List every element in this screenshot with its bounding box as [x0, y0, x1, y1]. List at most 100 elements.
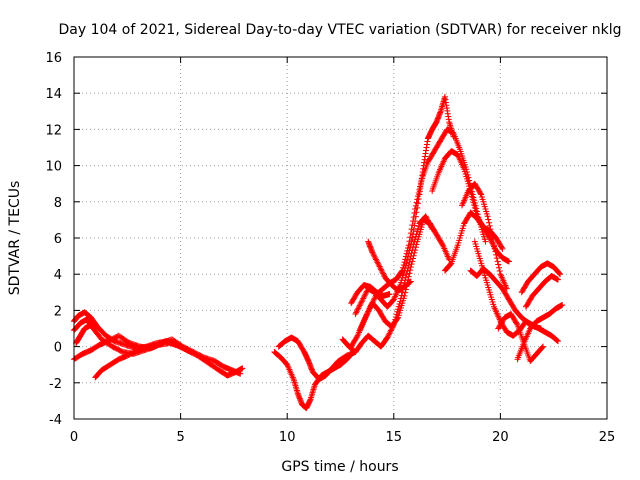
data-point [353, 308, 360, 315]
data-point [366, 305, 373, 312]
data-point [401, 292, 408, 299]
data-point [375, 260, 382, 267]
data-point [539, 344, 546, 351]
data-point [414, 200, 421, 207]
data-point [439, 241, 446, 248]
data-point [408, 261, 415, 268]
data-point [371, 253, 378, 260]
data-point [384, 334, 391, 341]
data-point [407, 263, 414, 270]
x-tick-label: 0 [70, 430, 78, 445]
data-point [493, 251, 500, 258]
data-point [554, 338, 561, 345]
data-point [488, 232, 495, 239]
data-point [405, 250, 412, 257]
data-point [352, 311, 359, 318]
data-point [495, 264, 502, 271]
y-tick-label: 10 [45, 160, 62, 175]
data-point [410, 252, 417, 259]
data-layer [71, 93, 566, 412]
data-point [188, 349, 195, 356]
data-point [363, 289, 370, 296]
data-point [407, 278, 414, 285]
data-point [378, 267, 385, 274]
data-point [486, 219, 493, 226]
data-point [447, 261, 454, 268]
data-point [486, 233, 493, 240]
data-point [486, 222, 493, 229]
data-point [468, 193, 475, 200]
data-point [380, 272, 387, 279]
data-point [471, 202, 478, 209]
data-point [412, 244, 419, 251]
data-point [409, 234, 416, 241]
data-point [503, 285, 510, 292]
data-point [489, 235, 496, 242]
data-point [370, 252, 377, 259]
data-point [386, 291, 393, 298]
data-point [487, 226, 494, 233]
data-point [387, 328, 394, 335]
data-point [409, 255, 416, 262]
data-point [353, 333, 360, 340]
y-tick-label: 6 [54, 232, 62, 247]
data-point [357, 301, 364, 308]
data-point [354, 306, 361, 313]
data-point [356, 302, 363, 309]
data-point [373, 257, 380, 264]
series-pass-21 [518, 260, 564, 296]
series-pass-17 [471, 238, 561, 345]
data-point [488, 229, 495, 236]
data-point [362, 291, 369, 298]
data-point [369, 249, 376, 256]
data-point [482, 238, 489, 245]
data-point [484, 213, 491, 220]
y-tick-label: 12 [45, 123, 62, 138]
data-point [557, 271, 564, 278]
y-tick-label: -2 [49, 377, 62, 392]
data-point [409, 258, 416, 265]
y-tick-label: 14 [45, 87, 62, 102]
data-point [559, 301, 566, 308]
chart-title: Day 104 of 2021, Sidereal Day-to-day VTE… [59, 22, 622, 38]
data-point [540, 343, 547, 350]
data-point [370, 250, 377, 257]
data-point [404, 257, 411, 264]
series-pass-11 [356, 216, 453, 334]
data-point [367, 304, 374, 311]
data-point [403, 260, 410, 267]
data-point [414, 228, 421, 235]
data-point [406, 279, 413, 286]
data-point [373, 256, 380, 263]
series-pass-18 [459, 180, 510, 292]
data-point [408, 237, 415, 244]
x-tick-label: 20 [492, 430, 509, 445]
data-point [363, 312, 370, 319]
data-point [353, 309, 360, 316]
y-tick-label: 16 [45, 51, 62, 66]
data-point [385, 333, 392, 340]
data-point [413, 241, 420, 248]
data-point [498, 244, 505, 251]
data-point [394, 315, 401, 322]
data-point [406, 270, 413, 277]
data-point [370, 296, 377, 303]
x-tick-label: 10 [279, 430, 296, 445]
data-point [407, 279, 414, 286]
data-point [554, 276, 561, 283]
data-point [377, 264, 384, 271]
data-point [412, 213, 419, 220]
data-point [411, 249, 418, 256]
data-point [477, 190, 484, 197]
data-point [411, 222, 418, 229]
x-axis-label: GPS time / hours [281, 459, 398, 475]
data-point [491, 242, 498, 249]
data-point [485, 216, 492, 223]
data-point [385, 331, 392, 338]
series-pass-22 [522, 273, 561, 310]
data-point [493, 255, 500, 262]
data-point [471, 204, 478, 211]
data-point [414, 204, 421, 211]
data-point [379, 269, 386, 276]
